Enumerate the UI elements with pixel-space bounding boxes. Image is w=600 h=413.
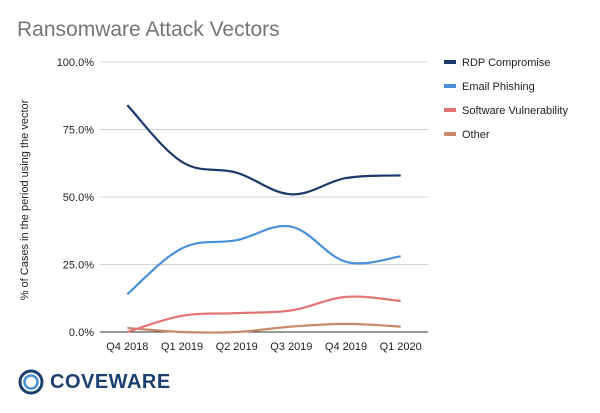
y-tick-label: 75.0%	[63, 125, 94, 137]
y-tick-label: 100.0%	[57, 57, 95, 69]
legend-label-other: Other	[462, 129, 490, 141]
coveware-logo: COVEWARE	[18, 369, 171, 395]
series-line-email-phishing	[126, 224, 401, 296]
series-line-software-vulnerability	[127, 295, 401, 334]
legend-swatch-other	[444, 132, 456, 136]
x-tick-label: Q4 2019	[325, 341, 367, 353]
legend-label-software-vulnerability: Software Vulnerability	[462, 105, 568, 117]
y-tick-label: 50.0%	[63, 192, 94, 204]
logo-text: COVEWARE	[50, 370, 171, 393]
y-tick-label: 0.0%	[69, 327, 94, 339]
legend-label-email-phishing: Email Phishing	[462, 81, 535, 93]
x-tick-label: Q4 2018	[106, 341, 148, 353]
chart-title: Ransomware Attack Vectors	[17, 18, 280, 41]
y-tick-label: 25.0%	[63, 260, 94, 272]
x-tick-label: Q2 2019	[216, 341, 258, 353]
coveware-logo-icon	[18, 369, 44, 395]
legend-swatch-email-phishing	[444, 84, 456, 88]
legend-label-rdp-compromise: RDP Compromise	[462, 57, 550, 69]
legend-swatch-software-vulnerability	[444, 108, 456, 112]
legend-swatch-rdp-compromise	[444, 60, 456, 64]
x-tick-label: Q1 2020	[380, 341, 422, 353]
x-tick-label: Q1 2019	[161, 341, 203, 353]
series-line-other	[127, 322, 401, 334]
series-line-rdp-compromise	[126, 104, 401, 196]
x-tick-label: Q3 2019	[270, 341, 312, 353]
